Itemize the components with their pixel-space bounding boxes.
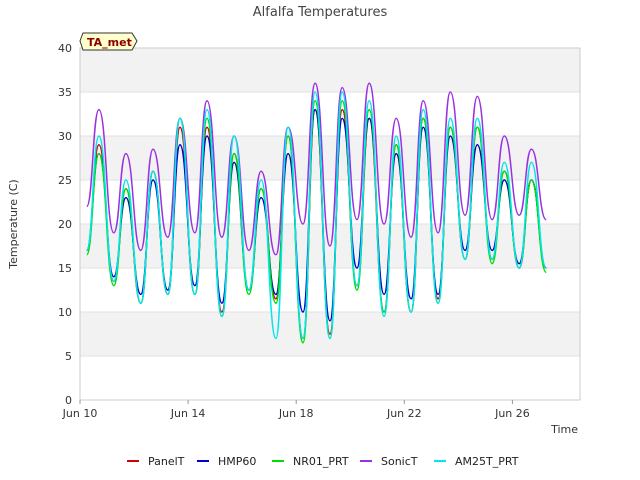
y-tick-label: 40: [58, 42, 72, 55]
y-tick-label: 10: [58, 306, 72, 319]
grid-band: [80, 48, 580, 92]
x-tick-label: Jun 10: [62, 407, 98, 420]
x-axis-label: Time: [550, 423, 578, 436]
y-tick-label: 25: [58, 174, 72, 187]
legend: PanelT HMP60 NR01_PRT SonicT AM25T_PRT: [127, 455, 519, 468]
y-tick-label: 15: [58, 262, 72, 275]
x-tick-label: Jun 14: [170, 407, 206, 420]
series-line-sonict: [86, 82, 547, 256]
legend-label-panelt: PanelT: [148, 455, 185, 468]
x-axis-ticks: Jun 10 Jun 14 Jun 18 Jun 22 Jun 26: [62, 400, 530, 420]
series-lines: [86, 82, 547, 344]
legend-label-sonict: SonicT: [381, 455, 418, 468]
y-tick-label: 20: [58, 218, 72, 231]
legend-label-nr01-prt: NR01_PRT: [293, 455, 349, 468]
y-axis-label: Temperature (C): [7, 179, 20, 269]
plot-frame: [79, 47, 581, 401]
grid-band: [80, 356, 580, 400]
y-axis-ticks: 0 5 10 15 20 25 30 35 40: [58, 42, 72, 407]
x-tick-label: Jun 18: [278, 407, 314, 420]
tag-label: TA_met: [87, 36, 132, 49]
tag-box: TA_met: [79, 32, 138, 51]
tag-box-shape: [79, 32, 138, 51]
legend-label-hmp60: HMP60: [218, 455, 256, 468]
y-tick-label: 0: [65, 394, 72, 407]
grid-band: [80, 92, 580, 136]
grid-band: [80, 268, 580, 312]
grid-band: [80, 136, 580, 180]
chart-title: Alfalfa Temperatures: [253, 5, 388, 20]
x-tick-label: Jun 22: [386, 407, 422, 420]
y-tick-label: 35: [58, 86, 72, 99]
grid-band: [80, 180, 580, 224]
legend-label-am25t-prt: AM25T_PRT: [455, 455, 519, 468]
y-tick-label: 30: [58, 130, 72, 143]
y-tick-label: 5: [65, 350, 72, 363]
series-line-am25t-prt: [86, 91, 547, 340]
x-tick-label: Jun 26: [494, 407, 530, 420]
